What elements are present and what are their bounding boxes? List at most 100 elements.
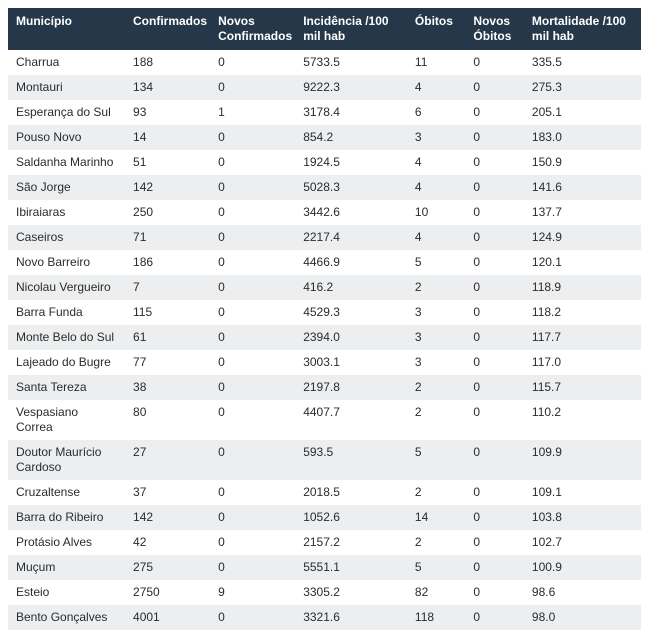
cell-novos_conf: 0 bbox=[210, 200, 295, 225]
cell-novos_obitos: 0 bbox=[465, 350, 524, 375]
cell-novos_obitos: 0 bbox=[465, 250, 524, 275]
cell-incidencia: 854.2 bbox=[295, 125, 407, 150]
cell-incidencia: 2197.8 bbox=[295, 375, 407, 400]
cell-municipio: Doutor Maurício Cardoso bbox=[8, 440, 125, 480]
cell-novos_obitos: 0 bbox=[465, 325, 524, 350]
table-row: Vespasiano Correa8004407.720110.2 bbox=[8, 400, 641, 440]
cell-confirmados: 186 bbox=[125, 250, 210, 275]
cell-mortalidade: 100.9 bbox=[524, 555, 641, 580]
cell-municipio: Esperança do Sul bbox=[8, 100, 125, 125]
col-header-novos-ob[interactable]: Novos Óbitos bbox=[465, 8, 524, 50]
cell-novos_conf: 0 bbox=[210, 50, 295, 75]
col-header-municipio[interactable]: Município bbox=[8, 8, 125, 50]
cell-municipio: Protásio Alves bbox=[8, 530, 125, 555]
cell-municipio: Bento Gonçalves bbox=[8, 605, 125, 630]
table-row: Caseiros7102217.440124.9 bbox=[8, 225, 641, 250]
cell-incidencia: 4529.3 bbox=[295, 300, 407, 325]
cell-confirmados: 142 bbox=[125, 175, 210, 200]
cell-mortalidade: 117.7 bbox=[524, 325, 641, 350]
cell-novos_conf: 0 bbox=[210, 225, 295, 250]
cell-obitos: 3 bbox=[407, 325, 466, 350]
table-body: Charrua18805733.5110335.5Montauri1340922… bbox=[8, 50, 641, 630]
col-header-confirmados[interactable]: Confirmados bbox=[125, 8, 210, 50]
cell-incidencia: 593.5 bbox=[295, 440, 407, 480]
table-row: Esteio275093305.282098.6 bbox=[8, 580, 641, 605]
table-row: Pouso Novo140854.230183.0 bbox=[8, 125, 641, 150]
cell-municipio: Vespasiano Correa bbox=[8, 400, 125, 440]
cell-mortalidade: 102.7 bbox=[524, 530, 641, 555]
table-row: Muçum27505551.150100.9 bbox=[8, 555, 641, 580]
table-row: Lajeado do Bugre7703003.130117.0 bbox=[8, 350, 641, 375]
cell-mortalidade: 98.0 bbox=[524, 605, 641, 630]
cell-obitos: 4 bbox=[407, 150, 466, 175]
covid-municipios-table: Município Confirmados Novos Confirmados … bbox=[8, 8, 641, 630]
cell-municipio: Montauri bbox=[8, 75, 125, 100]
cell-municipio: Charrua bbox=[8, 50, 125, 75]
col-header-obitos[interactable]: Óbitos bbox=[407, 8, 466, 50]
cell-obitos: 4 bbox=[407, 225, 466, 250]
table-row: Barra do Ribeiro14201052.6140103.8 bbox=[8, 505, 641, 530]
cell-obitos: 4 bbox=[407, 75, 466, 100]
cell-municipio: Pouso Novo bbox=[8, 125, 125, 150]
cell-novos_obitos: 0 bbox=[465, 555, 524, 580]
cell-municipio: Saldanha Marinho bbox=[8, 150, 125, 175]
cell-municipio: Caseiros bbox=[8, 225, 125, 250]
cell-municipio: Cruzaltense bbox=[8, 480, 125, 505]
cell-mortalidade: 109.1 bbox=[524, 480, 641, 505]
table-row: São Jorge14205028.340141.6 bbox=[8, 175, 641, 200]
cell-novos_conf: 0 bbox=[210, 300, 295, 325]
cell-novos_conf: 0 bbox=[210, 375, 295, 400]
cell-mortalidade: 205.1 bbox=[524, 100, 641, 125]
cell-obitos: 5 bbox=[407, 250, 466, 275]
cell-obitos: 10 bbox=[407, 200, 466, 225]
cell-mortalidade: 98.6 bbox=[524, 580, 641, 605]
cell-confirmados: 275 bbox=[125, 555, 210, 580]
cell-confirmados: 2750 bbox=[125, 580, 210, 605]
cell-mortalidade: 124.9 bbox=[524, 225, 641, 250]
cell-confirmados: 42 bbox=[125, 530, 210, 555]
cell-municipio: Monte Belo do Sul bbox=[8, 325, 125, 350]
cell-obitos: 4 bbox=[407, 175, 466, 200]
cell-obitos: 3 bbox=[407, 350, 466, 375]
cell-mortalidade: 335.5 bbox=[524, 50, 641, 75]
cell-municipio: Esteio bbox=[8, 580, 125, 605]
col-header-novos-conf[interactable]: Novos Confirmados bbox=[210, 8, 295, 50]
cell-municipio: Novo Barreiro bbox=[8, 250, 125, 275]
cell-obitos: 3 bbox=[407, 300, 466, 325]
cell-novos_conf: 0 bbox=[210, 125, 295, 150]
cell-confirmados: 14 bbox=[125, 125, 210, 150]
cell-obitos: 2 bbox=[407, 480, 466, 505]
cell-confirmados: 250 bbox=[125, 200, 210, 225]
cell-municipio: Muçum bbox=[8, 555, 125, 580]
cell-obitos: 5 bbox=[407, 555, 466, 580]
cell-mortalidade: 110.2 bbox=[524, 400, 641, 440]
cell-mortalidade: 120.1 bbox=[524, 250, 641, 275]
cell-incidencia: 5551.1 bbox=[295, 555, 407, 580]
cell-municipio: Barra do Ribeiro bbox=[8, 505, 125, 530]
cell-obitos: 5 bbox=[407, 440, 466, 480]
col-header-incidencia[interactable]: Incidência /100 mil hab bbox=[295, 8, 407, 50]
table-row: Protásio Alves4202157.220102.7 bbox=[8, 530, 641, 555]
cell-novos_obitos: 0 bbox=[465, 375, 524, 400]
cell-mortalidade: 118.9 bbox=[524, 275, 641, 300]
cell-incidencia: 416.2 bbox=[295, 275, 407, 300]
cell-novos_conf: 0 bbox=[210, 75, 295, 100]
table-row: Bento Gonçalves400103321.6118098.0 bbox=[8, 605, 641, 630]
cell-novos_conf: 9 bbox=[210, 580, 295, 605]
cell-novos_conf: 0 bbox=[210, 400, 295, 440]
cell-novos_conf: 0 bbox=[210, 250, 295, 275]
cell-confirmados: 80 bbox=[125, 400, 210, 440]
cell-novos_obitos: 0 bbox=[465, 100, 524, 125]
cell-mortalidade: 150.9 bbox=[524, 150, 641, 175]
cell-obitos: 2 bbox=[407, 530, 466, 555]
cell-novos_conf: 0 bbox=[210, 175, 295, 200]
cell-novos_obitos: 0 bbox=[465, 505, 524, 530]
cell-novos_conf: 0 bbox=[210, 555, 295, 580]
cell-incidencia: 1052.6 bbox=[295, 505, 407, 530]
cell-novos_conf: 0 bbox=[210, 350, 295, 375]
col-header-mortalidade[interactable]: Mortalidade /100 mil hab bbox=[524, 8, 641, 50]
cell-novos_obitos: 0 bbox=[465, 150, 524, 175]
cell-incidencia: 9222.3 bbox=[295, 75, 407, 100]
table-row: Montauri13409222.340275.3 bbox=[8, 75, 641, 100]
cell-confirmados: 38 bbox=[125, 375, 210, 400]
